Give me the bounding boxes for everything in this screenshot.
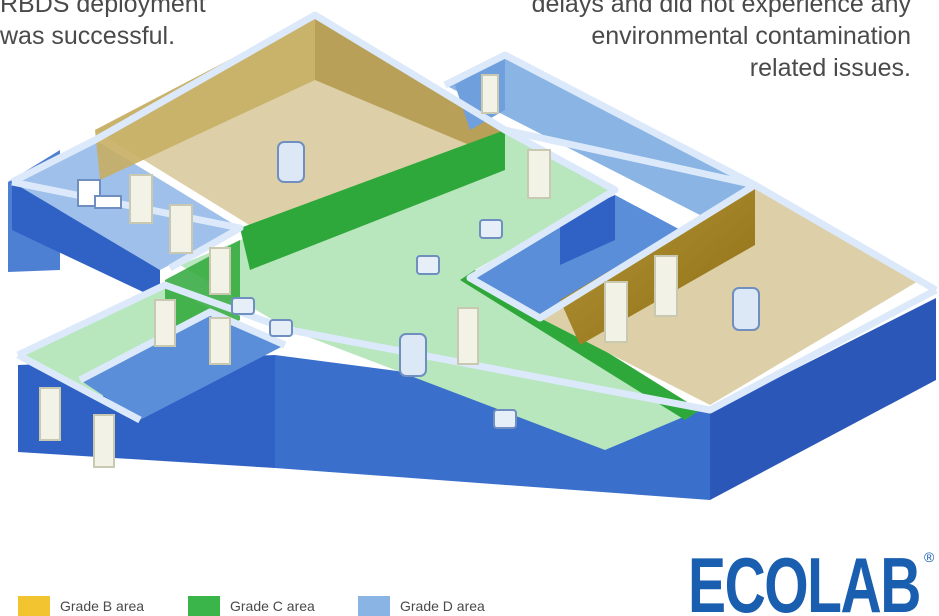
room-d-top-floor xyxy=(445,55,755,215)
sampler-drum-icon xyxy=(277,141,760,377)
caption-left: RBDS deployment was successful. xyxy=(0,0,206,50)
room-c-corridor-wall xyxy=(240,130,505,270)
door-icon xyxy=(209,317,231,365)
room-b-top-back-wall xyxy=(95,15,315,180)
legend-swatch xyxy=(358,596,390,616)
room-b-top-right-wall xyxy=(315,15,505,160)
door-icon xyxy=(129,174,153,224)
room-b-right-floor xyxy=(540,185,920,405)
legend-label: Grade C area xyxy=(230,598,315,614)
door-icon xyxy=(209,247,231,295)
door-icon xyxy=(39,387,61,441)
room-d-office-wall xyxy=(12,182,160,300)
door-icon xyxy=(654,255,678,317)
door-icon xyxy=(154,299,176,347)
legend-label: Grade D area xyxy=(400,598,485,614)
door-icon xyxy=(481,74,499,114)
door-icon xyxy=(604,281,628,343)
legend-label: Grade B area xyxy=(60,598,145,614)
ecolab-logo: ECOLAB ® xyxy=(688,541,935,616)
building-base-front-mid xyxy=(275,355,710,500)
door-icon xyxy=(527,149,551,199)
room-d-inner-wall xyxy=(560,195,615,265)
sampler-box-icon xyxy=(231,219,517,429)
door-icon xyxy=(169,204,193,254)
room-d-lower-floor xyxy=(80,312,285,420)
desk-chair-icon xyxy=(77,179,122,209)
legend-swatch xyxy=(18,596,50,616)
door-icon xyxy=(93,414,115,468)
building-base-front-right xyxy=(710,298,936,500)
legend-swatch xyxy=(188,596,220,616)
door-icon xyxy=(457,307,479,365)
logo-wordmark: ECOLAB xyxy=(688,541,920,616)
registered-mark: ® xyxy=(924,549,935,565)
caption-right: delays and did not experience any enviro… xyxy=(531,0,911,82)
doors xyxy=(39,74,678,468)
room-c-corridor-floor xyxy=(180,130,700,450)
room-d-inner-floor xyxy=(470,195,690,318)
